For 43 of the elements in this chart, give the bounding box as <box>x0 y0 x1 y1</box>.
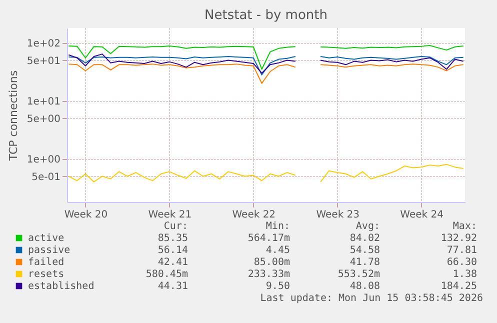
legend-label: established <box>28 281 94 292</box>
legend-label: passive <box>28 245 70 256</box>
text: 56.14 <box>158 245 188 256</box>
text: 85.35 <box>158 233 188 244</box>
text: 132.92 <box>440 233 477 244</box>
y-tick-label: 5e-01 <box>32 172 60 183</box>
chart-title: Netstat - by month <box>204 8 328 23</box>
text: 85.00m <box>254 257 290 268</box>
text: 4.45 <box>266 245 290 256</box>
x-tick-label: Week 20 <box>64 210 108 220</box>
y-tick-label: 5e+00 <box>26 114 60 125</box>
legend-label: failed <box>28 257 64 268</box>
text: Cur: <box>164 221 188 232</box>
text: 84.02 <box>350 233 380 244</box>
y-tick-label: 1e+00 <box>26 154 60 166</box>
text: 54.58 <box>350 245 380 256</box>
text: Max: <box>452 221 477 232</box>
text: 184.25 <box>440 281 477 292</box>
text: 42.41 <box>158 257 188 268</box>
x-tick-label: Week 21 <box>148 210 192 220</box>
y-tick-label: 1e+02 <box>26 38 60 50</box>
legend-label: resets <box>28 269 64 280</box>
text: 66.30 <box>446 257 477 268</box>
text: Last update: Mon Jun 15 03:58:45 2026 <box>260 293 483 304</box>
text: 1.38 <box>452 269 477 280</box>
text: 77.81 <box>446 245 477 256</box>
text: 41.78 <box>350 257 380 268</box>
y-tick-label: 1e+01 <box>26 96 60 108</box>
y-axis-title: TCP connections <box>6 70 20 162</box>
text: Avg: <box>356 221 380 232</box>
y-tick-label: 5e+01 <box>26 56 60 67</box>
text: 553.52m <box>338 269 380 280</box>
text: Min: <box>266 221 290 232</box>
x-tick-label: Week 23 <box>316 210 360 220</box>
x-tick-label: Week 24 <box>400 210 444 220</box>
text: 48.08 <box>350 281 380 292</box>
x-tick-label: Week 22 <box>232 210 276 220</box>
text: 44.31 <box>158 281 188 292</box>
legend-label: active <box>28 233 64 244</box>
text: 564.17m <box>248 233 290 244</box>
text: 233.33m <box>248 269 290 280</box>
text: 9.50 <box>266 281 290 292</box>
text: 580.45m <box>146 269 188 280</box>
